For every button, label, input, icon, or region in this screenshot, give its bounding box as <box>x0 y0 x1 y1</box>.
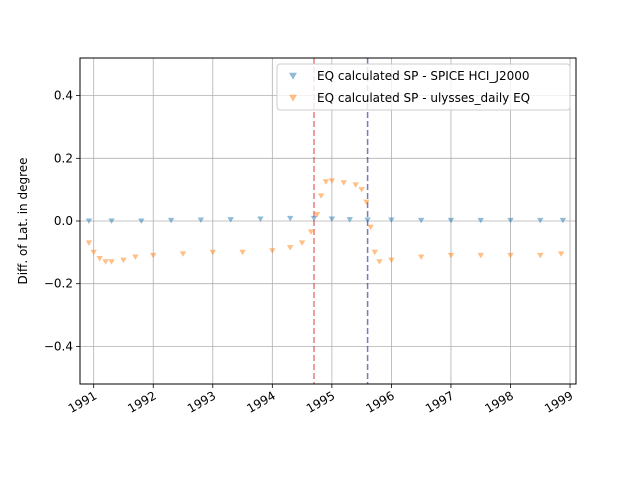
legend-marker-spice <box>289 72 297 80</box>
data-point <box>477 252 484 259</box>
data-point <box>371 249 378 256</box>
x-tick-label: 1993 <box>185 388 218 415</box>
data-point <box>307 229 315 235</box>
x-tick-label: 1999 <box>542 388 575 415</box>
data-point <box>227 217 234 223</box>
data-point <box>358 187 365 193</box>
data-point <box>537 252 544 259</box>
x-tick-label: 1991 <box>66 388 99 415</box>
y-tick-label: 0.2 <box>54 151 73 165</box>
data-point <box>108 259 115 265</box>
y-tick-label: −0.2 <box>44 277 73 291</box>
y-tick-label: 0.4 <box>54 89 73 103</box>
data-point <box>447 217 455 224</box>
x-tick-label: 1992 <box>125 388 158 415</box>
data-point <box>286 215 294 222</box>
data-point <box>477 217 484 224</box>
data-point <box>179 251 187 257</box>
data-point <box>150 252 157 259</box>
x-tick-label: 1997 <box>423 388 456 415</box>
data-point <box>507 252 514 259</box>
data-point <box>447 252 455 259</box>
data-point <box>388 217 395 223</box>
data-point <box>507 217 514 224</box>
data-point <box>559 217 567 224</box>
data-marks <box>85 178 567 265</box>
data-point <box>90 249 97 256</box>
x-tick-label: 1994 <box>244 388 277 415</box>
x-tick-label: 1995 <box>304 388 337 415</box>
data-point <box>376 259 383 265</box>
data-point <box>313 212 321 218</box>
data-point <box>328 178 336 184</box>
data-point <box>197 217 205 223</box>
data-point <box>367 224 374 231</box>
data-point <box>340 180 347 186</box>
series-0 <box>85 215 567 224</box>
data-point <box>352 182 359 188</box>
data-point <box>322 179 330 185</box>
data-point <box>417 217 425 224</box>
data-point <box>138 218 145 224</box>
data-point <box>132 254 139 260</box>
y-tick-label: 0.0 <box>54 214 73 228</box>
data-point <box>298 240 306 246</box>
x-tick-label: 1998 <box>483 388 516 415</box>
data-point <box>102 259 109 265</box>
data-point <box>85 218 93 224</box>
data-point <box>310 215 318 222</box>
data-point <box>167 217 175 224</box>
legend: EQ calculated SP - SPICE HCI_J2000 EQ ca… <box>276 63 571 111</box>
data-point <box>328 216 336 222</box>
y-tick-label: −0.4 <box>44 339 73 353</box>
data-point <box>108 218 115 224</box>
data-point <box>537 217 544 224</box>
data-point <box>96 256 103 262</box>
data-point <box>120 257 127 264</box>
data-point <box>363 199 370 206</box>
x-axis-ticks: 1991 1992 1993 1994 1995 1996 1997 1998 1999 <box>66 384 576 416</box>
x-tick-label: 1996 <box>363 388 396 415</box>
series-1 <box>85 178 565 265</box>
data-point <box>257 216 264 222</box>
data-point <box>286 245 294 251</box>
data-point <box>364 217 371 223</box>
legend-label-ulysses: EQ calculated SP - ulysses_daily EQ <box>317 91 530 105</box>
data-point <box>269 248 276 254</box>
data-point <box>317 193 325 199</box>
y-axis-label: Diff. of Lat. in degree <box>16 157 30 284</box>
legend-label-spice: EQ calculated SP - SPICE HCI_J2000 <box>317 69 530 83</box>
legend-box <box>276 63 571 111</box>
data-point <box>557 251 565 257</box>
data-point <box>388 257 395 264</box>
y-axis-ticks: −0.4 −0.2 0.0 0.2 0.4 <box>44 89 80 353</box>
data-point <box>346 217 353 223</box>
legend-marker-ulysses <box>289 94 297 102</box>
data-point <box>85 240 93 246</box>
data-point <box>209 249 216 256</box>
data-point <box>239 249 246 256</box>
data-point <box>417 254 425 260</box>
